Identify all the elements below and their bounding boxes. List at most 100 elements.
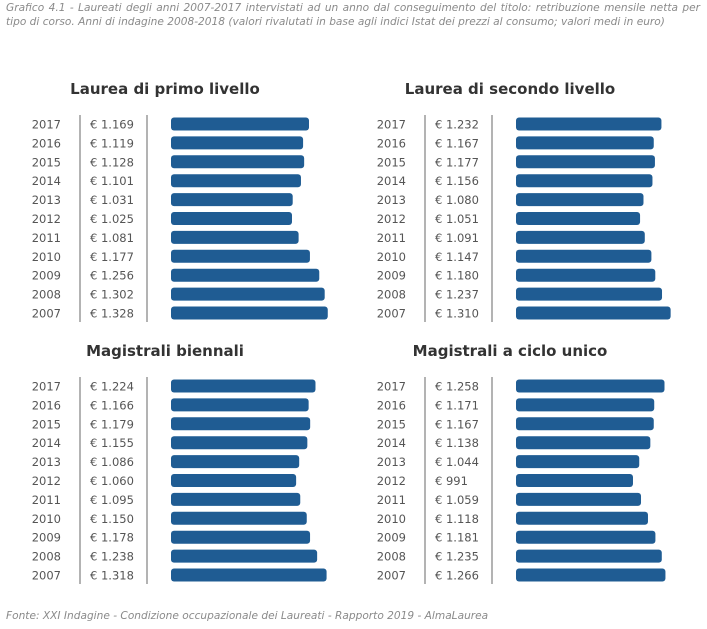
panel-title: Magistrali a ciclo unico: [413, 342, 608, 360]
year-label: 2008: [32, 288, 61, 302]
year-label: 2012: [377, 474, 406, 488]
value-label: € 1.180: [435, 269, 479, 283]
year-label: 2011: [377, 493, 406, 507]
bar: [516, 549, 662, 563]
bar: [516, 530, 656, 544]
value-label: € 1.150: [90, 512, 134, 526]
bar: [171, 568, 327, 582]
bar: [516, 230, 645, 244]
year-label: 2014: [377, 174, 406, 188]
bar: [516, 174, 653, 188]
value-label: € 1.156: [435, 174, 479, 188]
value-label: € 1.051: [435, 212, 479, 226]
bar: [171, 212, 292, 225]
value-label: € 1.224: [90, 380, 134, 394]
chart-panel-magistrali-biennali: Magistrali biennali 2017 € 1.224 2016 € 1.16…: [32, 342, 327, 584]
value-label: € 1.256: [90, 269, 134, 283]
value-label: € 1.171: [435, 398, 479, 412]
year-label: 2010: [32, 250, 61, 264]
year-label: 2010: [377, 250, 406, 264]
year-label: 2016: [32, 136, 61, 150]
year-label: 2015: [377, 155, 406, 169]
bar: [171, 474, 297, 487]
value-label: € 1.177: [90, 250, 134, 264]
bar: [171, 117, 309, 131]
year-label: 2015: [377, 417, 406, 431]
panel-title: Laurea di secondo livello: [405, 80, 615, 98]
year-label: 2010: [377, 512, 406, 526]
bar: [171, 379, 316, 393]
value-label: € 1.178: [90, 531, 134, 545]
bar: [171, 249, 310, 263]
bar: [516, 398, 655, 412]
year-label: 2009: [377, 269, 406, 283]
value-label: € 1.060: [90, 474, 134, 488]
value-label: € 1.147: [435, 250, 479, 264]
bar: [516, 193, 644, 207]
bar: [171, 530, 311, 544]
bar: [516, 511, 648, 525]
year-label: 2012: [32, 212, 61, 226]
bar: [171, 492, 301, 506]
value-label: € 1.095: [90, 493, 134, 507]
year-label: 2016: [377, 398, 406, 412]
value-label: € 1.166: [90, 398, 134, 412]
value-label: € 1.138: [435, 436, 479, 450]
bar: [171, 306, 328, 320]
bar: [516, 268, 656, 282]
value-label: € 991: [435, 474, 468, 488]
year-label: 2017: [32, 380, 61, 394]
bar: [171, 155, 305, 169]
bar: [516, 212, 641, 225]
bar: [171, 398, 309, 412]
bar: [516, 287, 663, 301]
value-label: € 1.167: [435, 417, 479, 431]
bar: [171, 174, 301, 188]
chart-source: Fonte: XXI Indagine - Condizione occupaz…: [6, 610, 489, 622]
year-label: 2017: [377, 380, 406, 394]
value-label: € 1.232: [435, 118, 479, 132]
bar: [171, 436, 308, 450]
value-label: € 1.235: [435, 550, 479, 564]
year-label: 2007: [377, 569, 406, 583]
value-label: € 1.238: [90, 550, 134, 564]
value-label: € 1.258: [435, 380, 479, 394]
bar: [171, 136, 304, 150]
year-label: 2009: [32, 531, 61, 545]
value-label: € 1.237: [435, 288, 479, 302]
chart-panel-secondo-livello: Laurea di secondo livello 2017 € 1.232 2016…: [377, 80, 671, 322]
year-label: 2016: [32, 398, 61, 412]
year-label: 2015: [32, 417, 61, 431]
value-label: € 1.025: [90, 212, 134, 226]
bar: [516, 379, 665, 393]
year-label: 2008: [377, 550, 406, 564]
year-label: 2017: [377, 118, 406, 132]
bar: [516, 417, 654, 431]
value-label: € 1.128: [90, 155, 134, 169]
year-label: 2015: [32, 155, 61, 169]
year-label: 2008: [32, 550, 61, 564]
value-label: € 1.118: [435, 512, 479, 526]
value-label: € 1.155: [90, 436, 134, 450]
value-label: € 1.179: [90, 417, 134, 431]
year-label: 2013: [377, 193, 406, 207]
value-label: € 1.169: [90, 118, 134, 132]
bar: [516, 136, 654, 150]
year-label: 2014: [32, 174, 61, 188]
value-label: € 1.080: [435, 193, 479, 207]
bar: [516, 306, 671, 320]
bar: [516, 436, 651, 450]
bar: [516, 492, 642, 506]
panel-title: Laurea di primo livello: [70, 80, 260, 98]
value-label: € 1.302: [90, 288, 134, 302]
value-label: € 1.310: [435, 307, 479, 321]
year-label: 2011: [377, 231, 406, 245]
year-label: 2009: [377, 531, 406, 545]
year-label: 2007: [377, 307, 406, 321]
value-label: € 1.101: [90, 174, 134, 188]
year-label: 2011: [32, 231, 61, 245]
year-label: 2010: [32, 512, 61, 526]
year-label: 2007: [32, 569, 61, 583]
panel-title: Magistrali biennali: [86, 342, 244, 360]
bar: [171, 511, 307, 525]
